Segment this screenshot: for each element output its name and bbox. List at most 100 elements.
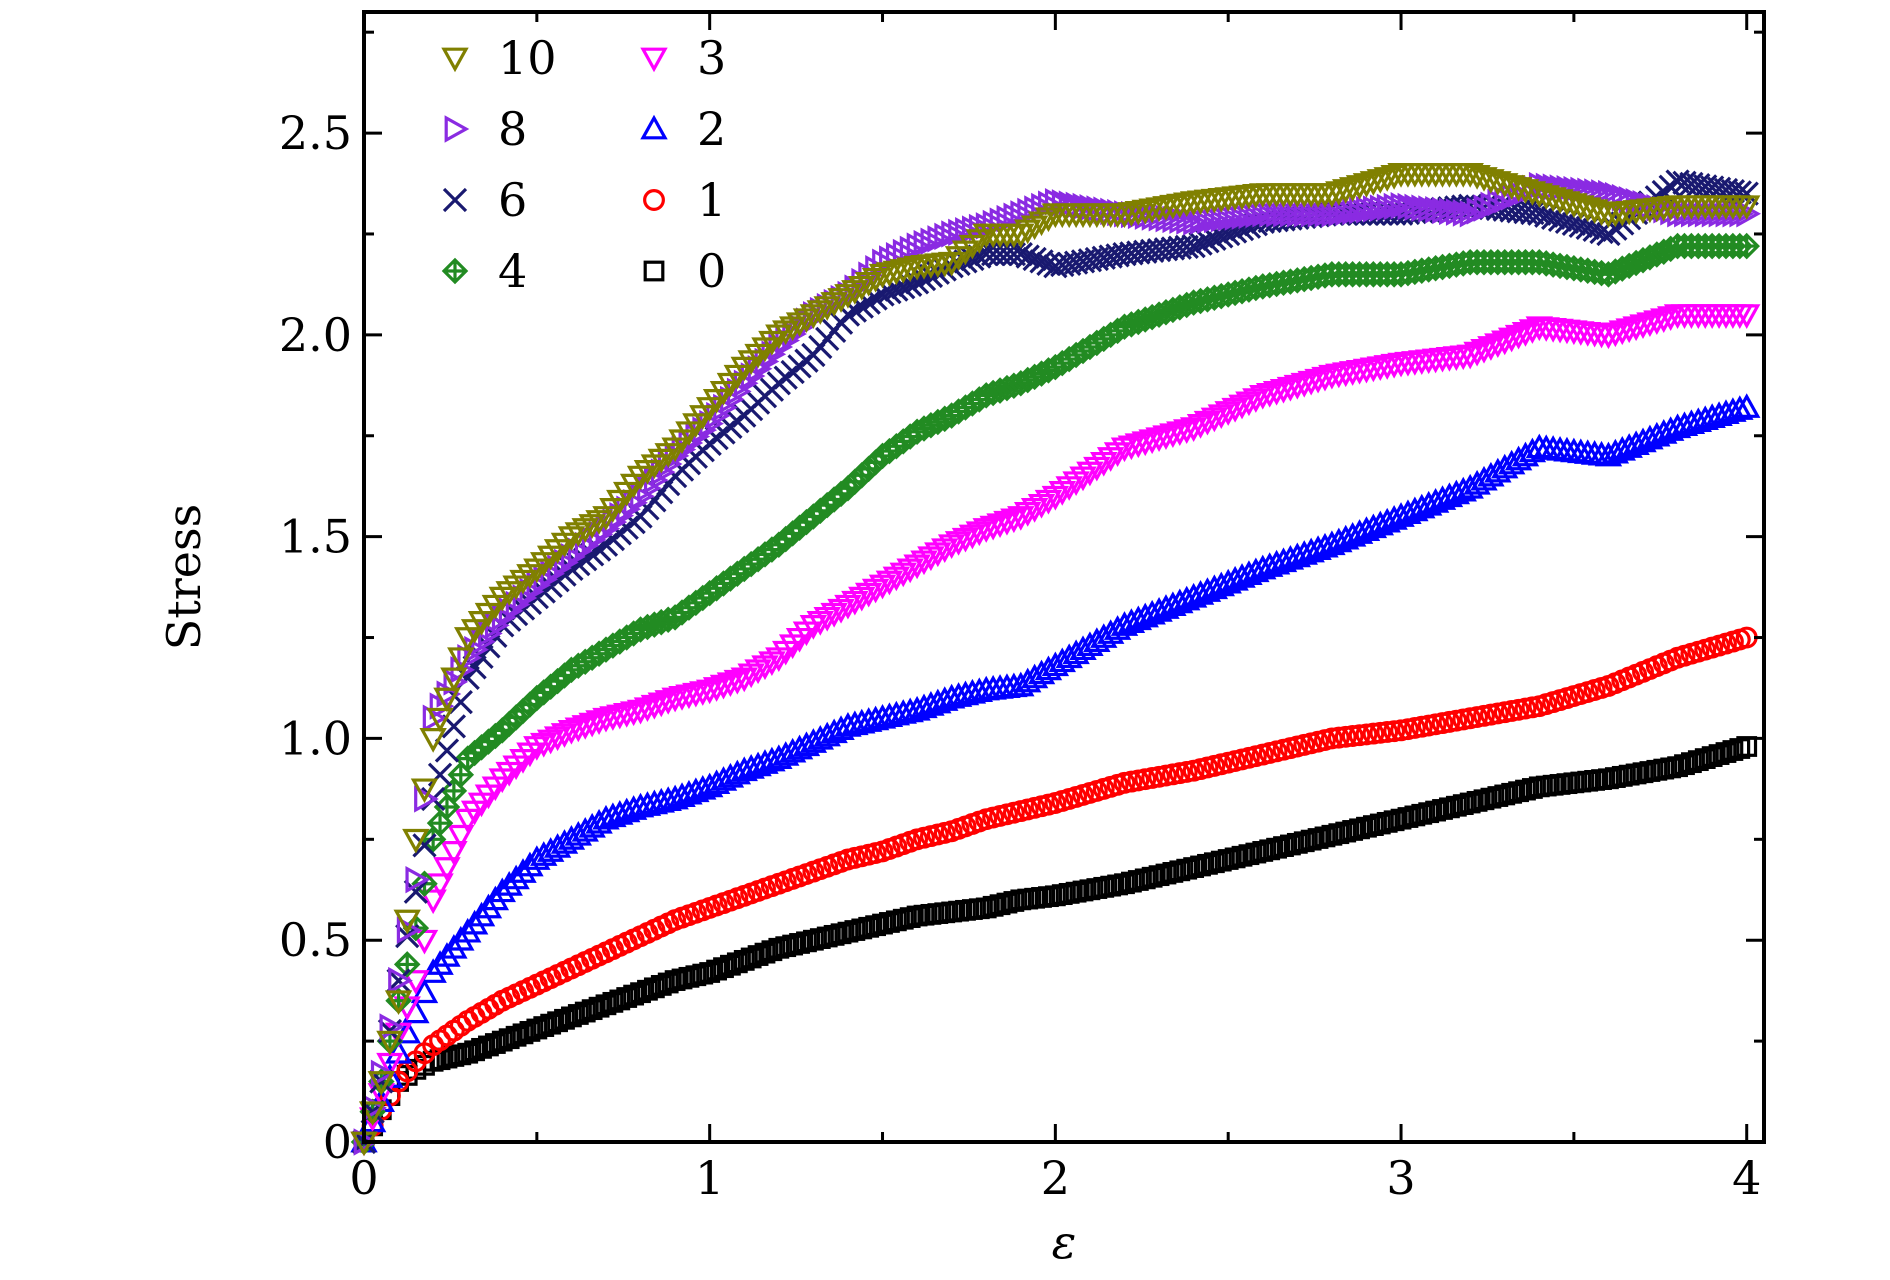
data-point bbox=[1397, 807, 1419, 828]
data-point bbox=[1186, 414, 1215, 439]
data-point bbox=[775, 936, 797, 958]
data-point bbox=[571, 518, 599, 543]
data-point bbox=[484, 1033, 506, 1054]
data-point bbox=[640, 694, 669, 720]
data-point bbox=[1280, 200, 1305, 228]
data-point bbox=[1314, 200, 1340, 228]
legend-marker bbox=[643, 260, 665, 282]
x-tick-label: 1 bbox=[695, 1151, 724, 1205]
data-point bbox=[440, 841, 468, 866]
data-point bbox=[481, 885, 510, 911]
data-point bbox=[668, 686, 696, 711]
data-point bbox=[1674, 754, 1695, 776]
data-point bbox=[376, 1030, 404, 1056]
data-point bbox=[419, 728, 447, 753]
data-point bbox=[1255, 382, 1284, 408]
data-point bbox=[567, 1004, 589, 1025]
legend-label: 4 bbox=[498, 244, 527, 298]
data-point bbox=[602, 991, 624, 1013]
data-point bbox=[996, 892, 1018, 914]
data-point bbox=[1473, 789, 1495, 811]
data-point bbox=[744, 659, 772, 685]
data-point bbox=[896, 257, 924, 283]
data-point bbox=[564, 522, 593, 547]
data-point bbox=[1335, 198, 1361, 226]
data-point bbox=[1425, 196, 1450, 224]
data-point bbox=[588, 996, 610, 1018]
data-point bbox=[457, 1042, 479, 1064]
data-point bbox=[1521, 778, 1543, 799]
legend-label: 0 bbox=[697, 244, 726, 298]
data-point bbox=[1190, 207, 1215, 235]
data-point bbox=[1176, 207, 1202, 235]
data-point bbox=[1311, 366, 1339, 392]
data-point bbox=[937, 534, 966, 560]
data-point bbox=[1307, 200, 1333, 228]
data-point bbox=[1491, 330, 1519, 356]
data-point bbox=[782, 934, 804, 956]
data-point bbox=[405, 865, 431, 894]
data-point bbox=[561, 1006, 582, 1028]
data-point bbox=[809, 928, 831, 949]
data-point bbox=[1508, 781, 1529, 803]
data-point bbox=[1733, 232, 1760, 260]
data-point bbox=[1334, 725, 1357, 748]
data-point bbox=[837, 921, 859, 943]
data-point bbox=[1145, 427, 1173, 453]
data-point bbox=[1273, 200, 1298, 228]
x-axis-title: ε bbox=[1052, 1215, 1077, 1269]
data-point bbox=[892, 908, 914, 930]
data-point bbox=[1497, 327, 1526, 353]
data-point bbox=[447, 647, 475, 673]
data-point bbox=[1124, 433, 1153, 459]
data-point bbox=[1224, 203, 1250, 231]
legend-label: 1 bbox=[697, 173, 726, 227]
data-point bbox=[1445, 198, 1471, 226]
data-point bbox=[806, 300, 835, 325]
data-point bbox=[1181, 233, 1206, 259]
data-point bbox=[1138, 429, 1166, 455]
data-point bbox=[554, 1008, 575, 1030]
y-axis-title: Stress bbox=[157, 504, 211, 650]
data-point bbox=[903, 554, 931, 580]
x-tick-label: 0 bbox=[349, 1151, 378, 1205]
data-point bbox=[1259, 839, 1281, 861]
data-point bbox=[1411, 803, 1433, 825]
data-point bbox=[633, 697, 662, 723]
data-point bbox=[944, 531, 973, 556]
data-point bbox=[1007, 506, 1035, 531]
data-point bbox=[498, 1028, 520, 1050]
data-point bbox=[730, 667, 758, 693]
data-point bbox=[502, 864, 530, 890]
data-point bbox=[1369, 194, 1395, 222]
data-point bbox=[1228, 394, 1256, 420]
data-point bbox=[1687, 750, 1709, 772]
data-point bbox=[1459, 792, 1481, 814]
data-point bbox=[1601, 322, 1630, 348]
data-point bbox=[426, 950, 454, 975]
data-point bbox=[841, 590, 869, 616]
data-point bbox=[1369, 721, 1392, 744]
legend-label: 6 bbox=[498, 173, 527, 227]
legend-entry: 10 bbox=[441, 31, 557, 85]
data-point bbox=[872, 913, 893, 935]
x-tick-label: 2 bbox=[1041, 1151, 1070, 1205]
data-point bbox=[1362, 722, 1385, 745]
data-point bbox=[623, 984, 645, 1006]
legend-marker bbox=[640, 114, 668, 140]
data-point bbox=[592, 707, 620, 733]
data-point bbox=[1273, 836, 1294, 857]
data-point bbox=[1470, 338, 1498, 364]
data-point bbox=[678, 966, 700, 988]
data-point bbox=[844, 920, 866, 941]
data-point bbox=[447, 824, 475, 850]
data-point bbox=[1494, 784, 1516, 806]
data-point bbox=[675, 684, 703, 710]
legend-marker bbox=[441, 47, 469, 73]
data-point bbox=[885, 910, 907, 932]
data-point bbox=[1636, 312, 1664, 338]
data-point bbox=[1300, 829, 1322, 851]
data-point bbox=[1511, 322, 1540, 347]
data-point bbox=[609, 989, 631, 1011]
data-point bbox=[813, 296, 841, 321]
